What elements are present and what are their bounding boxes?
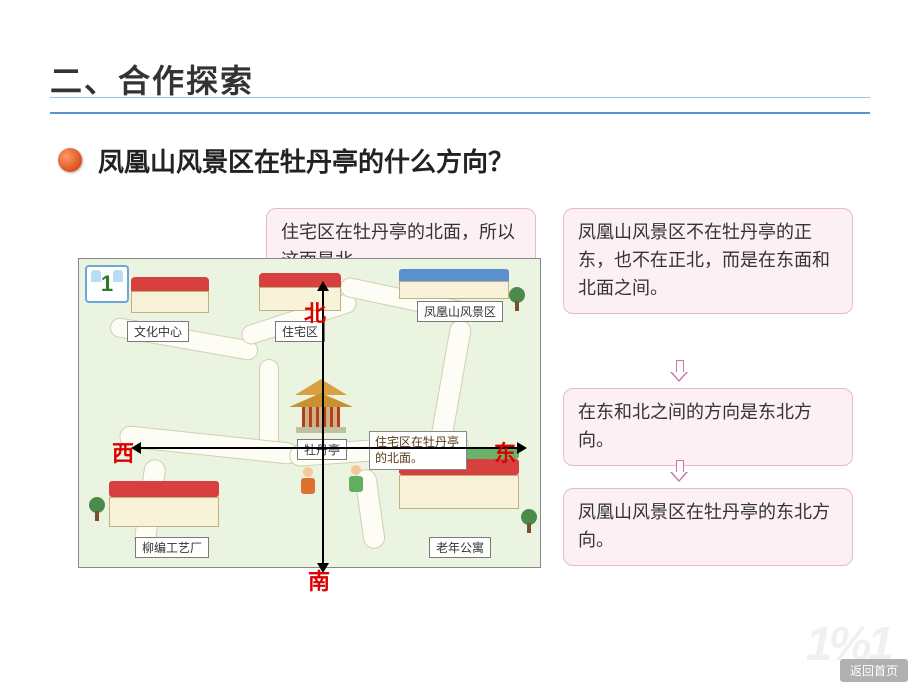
dir-south: 南: [308, 564, 330, 596]
speech-bubble: 住宅区在牡丹亭的北面。: [369, 431, 467, 470]
dir-west: 西: [112, 436, 134, 468]
title-underline: [50, 97, 870, 98]
axis-horizontal: [139, 447, 519, 449]
callout-r1: 凤凰山风景区不在牡丹亭的正东，也不在正北，而是在东面和北面之间。: [563, 208, 853, 314]
arrow-right-icon: [517, 442, 527, 454]
pavilion-icon: [289, 379, 353, 433]
label-fenghuang: 凤凰山风景区: [417, 301, 503, 322]
map-number-badge: 1: [85, 265, 129, 303]
child-icon: [299, 467, 317, 499]
flow-arrow-icon: [670, 460, 688, 482]
axis-vertical: [322, 289, 324, 569]
label-apartment: 老年公寓: [429, 537, 491, 558]
section-title: 二、合作探索: [50, 56, 870, 102]
bullet-icon: [58, 148, 82, 172]
callout-r3: 凤凰山风景区在牡丹亭的东北方向。: [563, 488, 853, 566]
flow-arrow-icon: [670, 360, 688, 382]
question-text: 凤凰山风景区在牡丹亭的什么方向？: [98, 142, 514, 179]
child-icon: [347, 465, 365, 497]
arrow-up-icon: [317, 281, 329, 291]
label-culture: 文化中心: [127, 321, 189, 342]
dir-north: 北: [304, 296, 326, 328]
label-craft: 柳编工艺厂: [135, 537, 209, 558]
dir-east: 东: [494, 436, 516, 468]
callout-r2: 在东和北之间的方向是东北方向。: [563, 388, 853, 466]
return-home-button[interactable]: 返回首页: [840, 659, 908, 682]
